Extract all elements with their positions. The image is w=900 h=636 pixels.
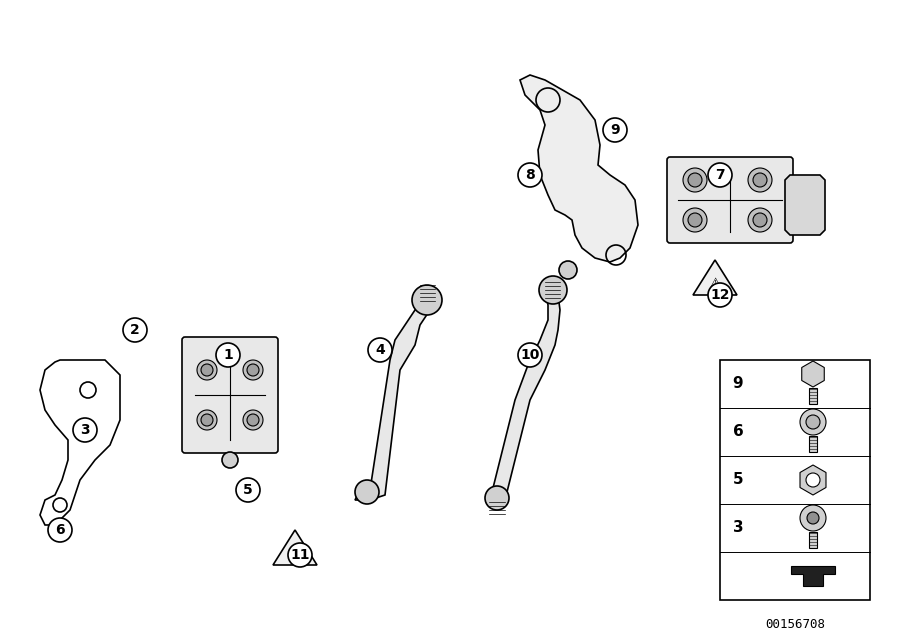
Bar	[720, 360, 870, 600]
Text: 5: 5	[733, 473, 743, 488]
Circle shape	[800, 409, 826, 435]
Circle shape	[412, 285, 442, 315]
Text: ⚠: ⚠	[290, 546, 301, 560]
Polygon shape	[800, 465, 826, 495]
Circle shape	[800, 505, 826, 531]
Text: 8: 8	[525, 168, 535, 182]
Polygon shape	[273, 530, 317, 565]
Circle shape	[708, 283, 732, 307]
Circle shape	[222, 452, 238, 468]
Text: 00156708: 00156708	[765, 618, 825, 631]
Text: 9: 9	[610, 123, 620, 137]
Bar	[809, 532, 817, 548]
Circle shape	[197, 410, 217, 430]
Text: 3: 3	[733, 520, 743, 536]
Text: 10: 10	[520, 348, 540, 362]
Polygon shape	[802, 361, 824, 387]
Circle shape	[48, 518, 72, 542]
Circle shape	[518, 343, 542, 367]
Polygon shape	[355, 295, 435, 500]
Circle shape	[807, 512, 819, 524]
Circle shape	[708, 163, 732, 187]
Circle shape	[288, 543, 312, 567]
Text: 6: 6	[55, 523, 65, 537]
Text: 1: 1	[223, 348, 233, 362]
Polygon shape	[490, 285, 560, 500]
Text: 12: 12	[710, 288, 730, 302]
Circle shape	[247, 364, 259, 376]
Circle shape	[688, 213, 702, 227]
Circle shape	[73, 418, 97, 442]
Circle shape	[806, 473, 820, 487]
Text: 2: 2	[130, 323, 140, 337]
Text: 9: 9	[733, 377, 743, 392]
Circle shape	[539, 276, 567, 304]
Bar	[809, 388, 817, 404]
Circle shape	[748, 168, 772, 192]
Polygon shape	[520, 75, 638, 262]
Bar	[809, 436, 817, 452]
Circle shape	[236, 478, 260, 502]
Polygon shape	[693, 260, 737, 295]
Circle shape	[753, 173, 767, 187]
Circle shape	[197, 360, 217, 380]
Circle shape	[683, 168, 707, 192]
Circle shape	[243, 360, 263, 380]
Circle shape	[806, 415, 820, 429]
Text: 11: 11	[290, 548, 310, 562]
Circle shape	[368, 338, 392, 362]
Circle shape	[123, 318, 147, 342]
Circle shape	[51, 521, 69, 539]
Circle shape	[603, 118, 627, 142]
Circle shape	[247, 414, 259, 426]
Text: 7: 7	[716, 168, 724, 182]
Text: 5: 5	[243, 483, 253, 497]
Circle shape	[683, 208, 707, 232]
Text: ⚠: ⚠	[709, 277, 721, 289]
Circle shape	[688, 173, 702, 187]
Text: 4: 4	[375, 343, 385, 357]
Circle shape	[243, 410, 263, 430]
Circle shape	[355, 480, 379, 504]
FancyBboxPatch shape	[182, 337, 278, 453]
Circle shape	[216, 343, 240, 367]
Circle shape	[201, 414, 213, 426]
Circle shape	[559, 261, 577, 279]
Polygon shape	[785, 175, 825, 235]
Circle shape	[748, 208, 772, 232]
Circle shape	[753, 213, 767, 227]
Circle shape	[201, 364, 213, 376]
Text: 3: 3	[80, 423, 90, 437]
Text: 6: 6	[733, 424, 743, 439]
FancyBboxPatch shape	[667, 157, 793, 243]
Circle shape	[485, 486, 509, 510]
Circle shape	[518, 163, 542, 187]
Polygon shape	[791, 566, 835, 586]
